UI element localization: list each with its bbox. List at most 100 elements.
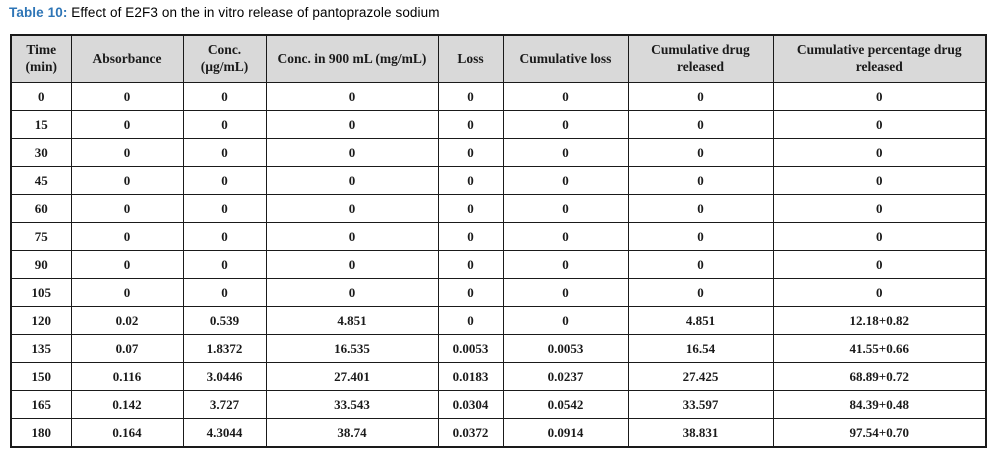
table-caption: Table 10: Effect of E2F3 on the in vitro… bbox=[0, 0, 997, 20]
table-cell: 120 bbox=[10, 306, 72, 335]
table-cell: 0 bbox=[437, 306, 504, 335]
table-cell: 0.0183 bbox=[437, 362, 504, 391]
table-cell: 0 bbox=[502, 110, 629, 139]
table-row: 45 0 0 0 0 0 0 0 bbox=[10, 166, 987, 195]
table-cell: 97.54+0.70 bbox=[772, 418, 987, 448]
table-cell: 0 bbox=[182, 166, 267, 195]
table-cell: 0.0372 bbox=[437, 418, 504, 448]
table-cell: 0 bbox=[627, 222, 774, 251]
table-cell: 0.0237 bbox=[502, 362, 629, 391]
table-cell: 0 bbox=[437, 194, 504, 223]
table-cell: 0 bbox=[772, 194, 987, 223]
column-header-cumulative-percentage-drug-released: Cumulative percentage drug released bbox=[772, 34, 987, 83]
table-cell: 0 bbox=[627, 194, 774, 223]
column-header-conc: Conc. (µg/mL) bbox=[182, 34, 267, 83]
table-cell: 0 bbox=[502, 306, 629, 335]
table-cell: 0 bbox=[772, 166, 987, 195]
table-row: 60 0 0 0 0 0 0 0 bbox=[10, 194, 987, 223]
table-row: 150 0.116 3.0446 27.401 0.0183 0.0237 27.425 68… bbox=[10, 362, 987, 391]
table-cell: 0.07 bbox=[70, 334, 184, 363]
table-cell: 0 bbox=[627, 250, 774, 279]
column-header-loss: Loss bbox=[437, 34, 504, 83]
table-cell: 27.425 bbox=[627, 362, 774, 391]
table-row: 90 0 0 0 0 0 0 0 bbox=[10, 250, 987, 279]
table-cell: 0 bbox=[265, 110, 439, 139]
table-row: 15 0 0 0 0 0 0 0 bbox=[10, 110, 987, 139]
table-cell: 0 bbox=[265, 166, 439, 195]
table-cell: 90 bbox=[10, 250, 72, 279]
table-cell: 0 bbox=[772, 110, 987, 139]
column-header-cumulative-drug-released: Cumulative drug released bbox=[627, 34, 774, 83]
release-data-table: Time (min) Absorbance Conc. (µg/mL) Conc… bbox=[10, 34, 987, 448]
table-header: Time (min) Absorbance Conc. (µg/mL) Conc… bbox=[10, 34, 987, 83]
table-cell: 3.0446 bbox=[182, 362, 267, 391]
table-cell: 0 bbox=[437, 110, 504, 139]
table-cell: 0.0542 bbox=[502, 390, 629, 419]
table-cell: 0 bbox=[265, 278, 439, 307]
table-cell: 0 bbox=[182, 194, 267, 223]
table-cell: 135 bbox=[10, 334, 72, 363]
table-cell: 0.0053 bbox=[437, 334, 504, 363]
table-cell: 0 bbox=[627, 166, 774, 195]
table-cell: 0 bbox=[70, 110, 184, 139]
table-cell: 0 bbox=[502, 222, 629, 251]
column-header-conc-900ml: Conc. in 900 mL (mg/mL) bbox=[265, 34, 439, 83]
table-cell: 0 bbox=[70, 250, 184, 279]
table-cell: 15 bbox=[10, 110, 72, 139]
table-cell: 0 bbox=[502, 82, 629, 111]
table-cell: 4.3044 bbox=[182, 418, 267, 448]
table-cell: 0.142 bbox=[70, 390, 184, 419]
table-cell: 0.0914 bbox=[502, 418, 629, 448]
table-cell: 0 bbox=[627, 278, 774, 307]
table-cell: 105 bbox=[10, 278, 72, 307]
table-cell: 0 bbox=[502, 166, 629, 195]
table-cell: 180 bbox=[10, 418, 72, 448]
table-cell: 0 bbox=[70, 222, 184, 251]
table-row: 135 0.07 1.8372 16.535 0.0053 0.0053 16.54 41.5… bbox=[10, 334, 987, 363]
table-cell: 0 bbox=[502, 194, 629, 223]
table-cell: 0.0304 bbox=[437, 390, 504, 419]
table-cell: 0 bbox=[502, 138, 629, 167]
table-cell: 0 bbox=[70, 82, 184, 111]
table-cell: 150 bbox=[10, 362, 72, 391]
table-cell: 0.116 bbox=[70, 362, 184, 391]
table-cell: 0 bbox=[502, 278, 629, 307]
table-row: 165 0.142 3.727 33.543 0.0304 0.0542 33.597 84.… bbox=[10, 390, 987, 419]
table-cell: 0 bbox=[70, 138, 184, 167]
table-cell: 0 bbox=[437, 82, 504, 111]
table-cell: 4.851 bbox=[265, 306, 439, 335]
table-cell: 0 bbox=[70, 194, 184, 223]
table-cell: 33.543 bbox=[265, 390, 439, 419]
table-cell: 0 bbox=[502, 250, 629, 279]
table-cell: 16.54 bbox=[627, 334, 774, 363]
table-cell: 0 bbox=[265, 250, 439, 279]
table-cell: 30 bbox=[10, 138, 72, 167]
table-cell: 0 bbox=[627, 82, 774, 111]
table-cell: 60 bbox=[10, 194, 72, 223]
table-cell: 84.39+0.48 bbox=[772, 390, 987, 419]
table-cell: 1.8372 bbox=[182, 334, 267, 363]
table-cell: 27.401 bbox=[265, 362, 439, 391]
column-header-cumulative-loss: Cumulative loss bbox=[502, 34, 629, 83]
table-cell: 0 bbox=[10, 82, 72, 111]
table-cell: 12.18+0.82 bbox=[772, 306, 987, 335]
table-row: 120 0.02 0.539 4.851 0 0 4.851 12.18+0.82 bbox=[10, 306, 987, 335]
table-cell: 165 bbox=[10, 390, 72, 419]
table-cell: 0 bbox=[182, 250, 267, 279]
table-cell: 0 bbox=[182, 82, 267, 111]
table-cell: 38.831 bbox=[627, 418, 774, 448]
table-cell: 0 bbox=[437, 138, 504, 167]
table-row: 30 0 0 0 0 0 0 0 bbox=[10, 138, 987, 167]
table-cell: 4.851 bbox=[627, 306, 774, 335]
table-cell: 0 bbox=[182, 110, 267, 139]
table-cell: 38.74 bbox=[265, 418, 439, 448]
table-cell: 0 bbox=[772, 82, 987, 111]
table-cell: 0 bbox=[265, 222, 439, 251]
table-cell: 0 bbox=[772, 250, 987, 279]
table-cell: 75 bbox=[10, 222, 72, 251]
table-cell: 0 bbox=[772, 222, 987, 251]
table-cell: 0 bbox=[437, 166, 504, 195]
table-cell: 68.89+0.72 bbox=[772, 362, 987, 391]
table-cell: 0 bbox=[437, 250, 504, 279]
